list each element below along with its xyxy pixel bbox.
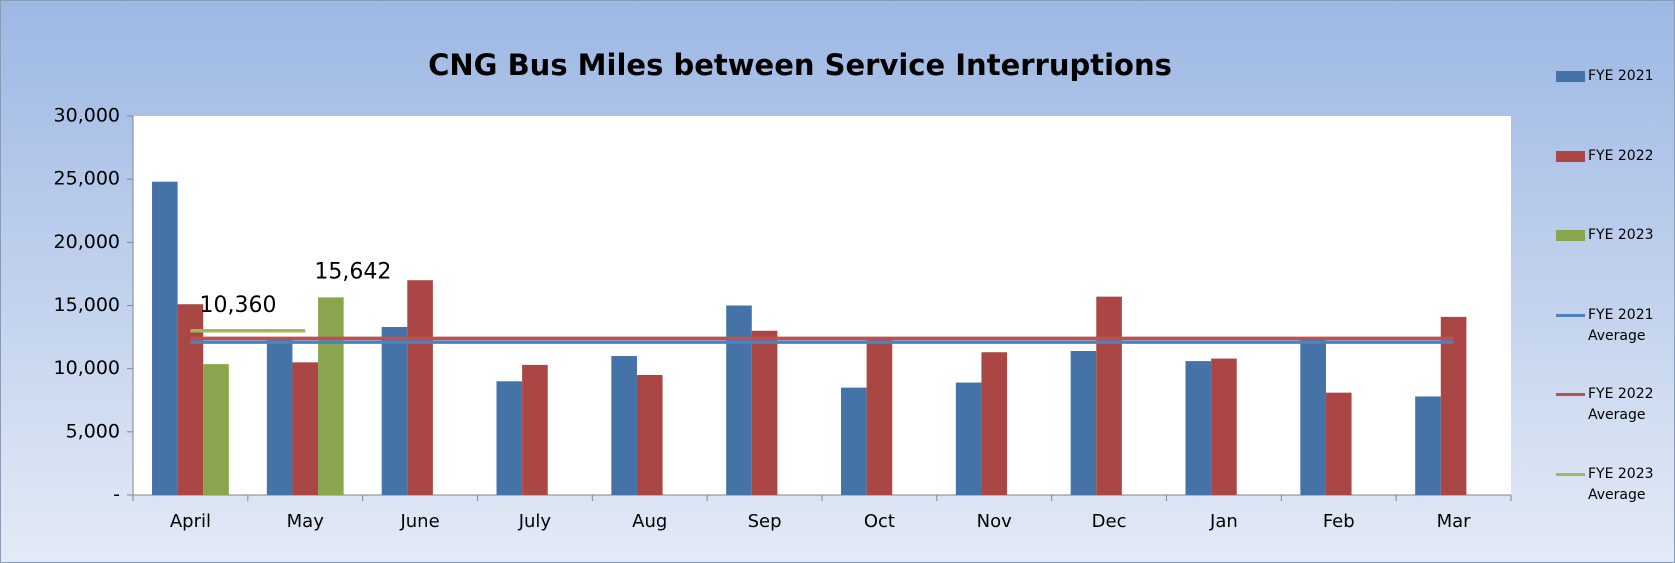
plot-area [133,116,1511,495]
x-tick-label: Aug [632,511,667,532]
legend-item: FYE 2022 [1556,146,1674,167]
bar [1300,338,1326,495]
y-tick-label: - [113,484,120,506]
bar [866,337,893,495]
bar [636,374,663,495]
y-tick-label: 10,000 [54,357,120,379]
legend-label: FYE 2022 Average [1588,386,1654,423]
y-tick-label: 30,000 [54,105,120,127]
legend-swatch [1556,150,1585,162]
legend-item: FYE 2021 [1556,66,1674,87]
legend-item: FYE 2022 Average [1556,384,1674,426]
legend-item: FYE 2023 Average [1556,464,1674,506]
bar [381,326,408,495]
bar [955,382,982,495]
x-tick-label: Sep [748,511,782,532]
x-tick-label: Feb [1323,511,1355,532]
bar [726,305,752,495]
bar [318,297,344,495]
bar [1211,358,1237,495]
legend-swatch [1556,472,1585,476]
bar [1440,316,1467,495]
y-tick-label: 15,000 [54,294,120,316]
x-tick-label: Oct [864,511,895,532]
legend-swatch [1556,71,1585,82]
x-tick-label: June [399,511,439,532]
bar [177,304,204,495]
data-label: 10,360 [200,293,277,318]
bar [1325,392,1352,495]
legend-item: FYE 2021 Average [1556,305,1674,347]
legend-label: FYE 2021 Average [1588,306,1654,344]
x-tick-label: Mar [1437,511,1472,532]
bar [981,352,1008,495]
chart-title: CNG Bus Miles between Service Interrupti… [428,48,1172,82]
legend-label: FYE 2023 [1588,227,1654,243]
x-tick-label: Jan [1209,511,1238,532]
y-tick-label: 5,000 [66,420,120,442]
bar [1185,361,1212,495]
bar [751,330,778,495]
x-tick-label: Nov [977,511,1012,532]
x-tick-label: April [170,511,211,532]
bar [203,364,229,495]
x-tick-label: July [518,511,552,532]
legend-label: FYE 2022 [1588,147,1654,164]
legend-swatch [1556,230,1585,241]
bar [1096,296,1122,495]
bar [266,339,293,495]
legend-item: FYE 2023 [1556,225,1674,246]
data-label: 15,642 [314,259,391,284]
legend-swatch [1556,313,1585,317]
legend-label: FYE 2023 Average [1588,465,1654,503]
y-tick-label: 25,000 [54,168,120,190]
bar [522,364,548,495]
bar [292,362,319,495]
bar [1070,350,1097,495]
y-tick-label: 20,000 [54,231,120,253]
bar [611,356,637,495]
bar [407,280,433,495]
bar [841,387,867,495]
x-tick-label: May [287,511,325,532]
bar [496,381,523,495]
legend-label: FYE 2021 [1588,68,1654,84]
bar [152,181,178,495]
legend-swatch [1556,393,1585,396]
bar [1415,396,1441,495]
x-tick-label: Dec [1092,511,1127,532]
